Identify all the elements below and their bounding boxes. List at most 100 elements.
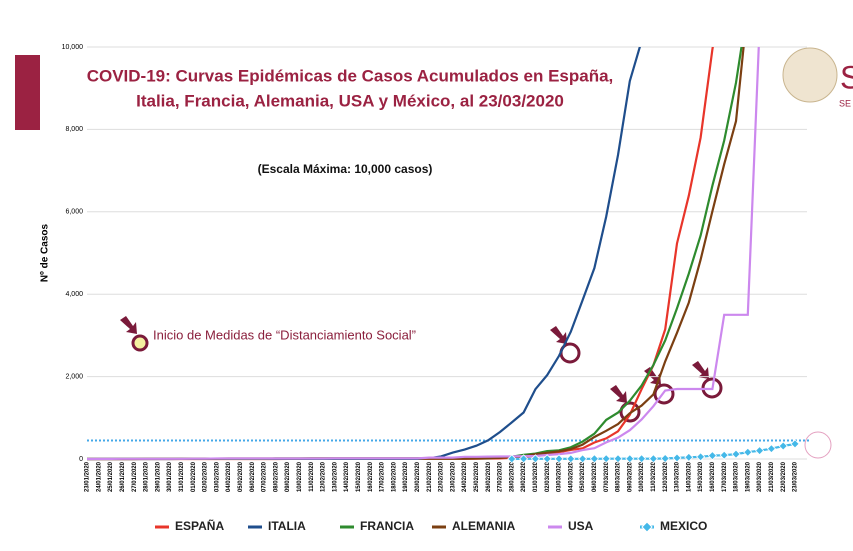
- legend-label: ALEMANIA: [452, 519, 516, 533]
- series-marker: [507, 454, 517, 464]
- x-tick-label: 29/01/2020: [155, 461, 161, 492]
- x-tick-label: 27/01/2020: [132, 461, 138, 492]
- x-tick-label: 30/01/2020: [167, 461, 173, 492]
- series-marker: [578, 454, 588, 464]
- legend-label: ITALIA: [268, 519, 306, 533]
- x-tick-label: 20/03/2020: [757, 461, 763, 492]
- series-marker: [613, 454, 623, 464]
- series-marker: [530, 454, 540, 464]
- series-marker: [625, 454, 635, 464]
- series-marker: [707, 451, 717, 461]
- x-tick-label: 09/03/2020: [627, 461, 633, 492]
- x-tick-label: 23/03/2020: [793, 461, 799, 492]
- x-tick-label: 23/02/2020: [450, 461, 456, 492]
- series-marker: [566, 454, 576, 464]
- series-marker: [696, 452, 706, 462]
- x-tick-label: 25/02/2020: [474, 461, 480, 492]
- x-tick-label: 19/02/2020: [403, 461, 409, 492]
- x-tick-label: 18/02/2020: [391, 461, 397, 492]
- x-tick-label: 07/03/2020: [604, 461, 610, 492]
- arrow: [692, 361, 709, 379]
- x-tick-label: 01/02/2020: [191, 461, 197, 492]
- legend-label: MEXICO: [660, 519, 707, 533]
- x-tick-label: 08/03/2020: [616, 461, 622, 492]
- annotation-circle: [653, 383, 675, 405]
- x-tick-label: 27/02/2020: [498, 461, 504, 492]
- y-tick-label: 10,000: [62, 44, 84, 51]
- logo-emblem: [782, 47, 838, 103]
- x-tick-label: 16/02/2020: [368, 461, 374, 492]
- legend-label: ESPAÑA: [175, 518, 224, 533]
- y-tick-label: 8,000: [65, 126, 83, 133]
- series-marker: [743, 447, 753, 457]
- arrow: [610, 385, 627, 403]
- x-tick-label: 13/03/2020: [675, 461, 681, 492]
- y-tick-label: 2,000: [65, 373, 83, 380]
- series-marker: [637, 454, 647, 464]
- arrow: [120, 316, 137, 334]
- series-marker: [648, 454, 658, 464]
- x-tick-label: 03/03/2020: [557, 461, 563, 492]
- x-tick-label: 06/02/2020: [250, 461, 256, 492]
- series-marker: [672, 453, 682, 463]
- x-tick-label: 02/03/2020: [545, 461, 551, 492]
- x-tick-label: 23/01/2020: [85, 461, 91, 492]
- series-marker: [589, 454, 599, 464]
- mascot-icon: [804, 431, 832, 459]
- legend-label: FRANCIA: [360, 519, 414, 533]
- y-tick-label: 6,000: [65, 209, 83, 216]
- x-tick-label: 13/02/2020: [332, 461, 338, 492]
- x-tick-label: 29/02/2020: [521, 461, 527, 492]
- arrow: [644, 367, 661, 385]
- x-tick-label: 24/02/2020: [462, 461, 468, 492]
- x-tick-label: 15/02/2020: [356, 461, 362, 492]
- arrow: [550, 326, 567, 344]
- x-tick-label: 04/03/2020: [568, 461, 574, 492]
- series-marker: [601, 454, 611, 464]
- x-tick-label: 31/01/2020: [179, 461, 185, 492]
- x-tick-label: 22/03/2020: [781, 461, 787, 492]
- series-marker: [719, 450, 729, 460]
- y-axis-label: Nº de Casos: [40, 224, 51, 283]
- x-tick-label: 05/03/2020: [580, 461, 586, 492]
- x-tick-label: 19/03/2020: [745, 461, 751, 492]
- x-tick-label: 25/01/2020: [108, 461, 114, 492]
- x-tick-label: 17/02/2020: [380, 461, 386, 492]
- series-marker: [766, 444, 776, 454]
- x-tick-label: 05/02/2020: [238, 461, 244, 492]
- x-tick-label: 18/03/2020: [734, 461, 740, 492]
- x-tick-label: 28/02/2020: [509, 461, 515, 492]
- x-tick-label: 28/01/2020: [144, 461, 150, 492]
- series-marker: [554, 454, 564, 464]
- x-tick-label: 04/02/2020: [226, 461, 232, 492]
- x-tick-label: 21/03/2020: [769, 461, 775, 492]
- series-marker: [684, 452, 694, 462]
- y-tick-label: 4,000: [65, 291, 83, 298]
- x-tick-label: 10/02/2020: [297, 461, 303, 492]
- side-bar: [15, 55, 40, 130]
- series-marker: [731, 449, 741, 459]
- x-tick-label: 07/02/2020: [262, 461, 268, 492]
- legend-label: USA: [568, 519, 594, 533]
- x-tick-label: 14/02/2020: [344, 461, 350, 492]
- x-tick-label: 10/03/2020: [639, 461, 645, 492]
- x-tick-label: 22/02/2020: [439, 461, 445, 492]
- x-tick-label: 21/02/2020: [427, 461, 433, 492]
- x-tick-label: 24/01/2020: [96, 461, 102, 492]
- x-tick-label: 03/02/2020: [214, 461, 220, 492]
- x-tick-label: 17/03/2020: [722, 461, 728, 492]
- x-tick-label: 14/03/2020: [686, 461, 692, 492]
- series-marker: [519, 454, 529, 464]
- y-tick-label: 0: [79, 456, 83, 463]
- annotation-circle: [131, 334, 149, 352]
- subtitle: (Escala Máxima: 10,000 casos): [258, 162, 433, 176]
- series-marker: [542, 454, 552, 464]
- annotation: Inicio de Medidas de “Distanciamiento So…: [153, 327, 416, 342]
- x-tick-label: 20/02/2020: [415, 461, 421, 492]
- series-marker: [778, 441, 788, 451]
- x-tick-label: 08/02/2020: [273, 461, 279, 492]
- x-tick-label: 16/03/2020: [710, 461, 716, 492]
- chart-title: Italia, Francia, Alemania, USA y México,…: [136, 91, 564, 110]
- logo-caption: SE: [839, 98, 851, 108]
